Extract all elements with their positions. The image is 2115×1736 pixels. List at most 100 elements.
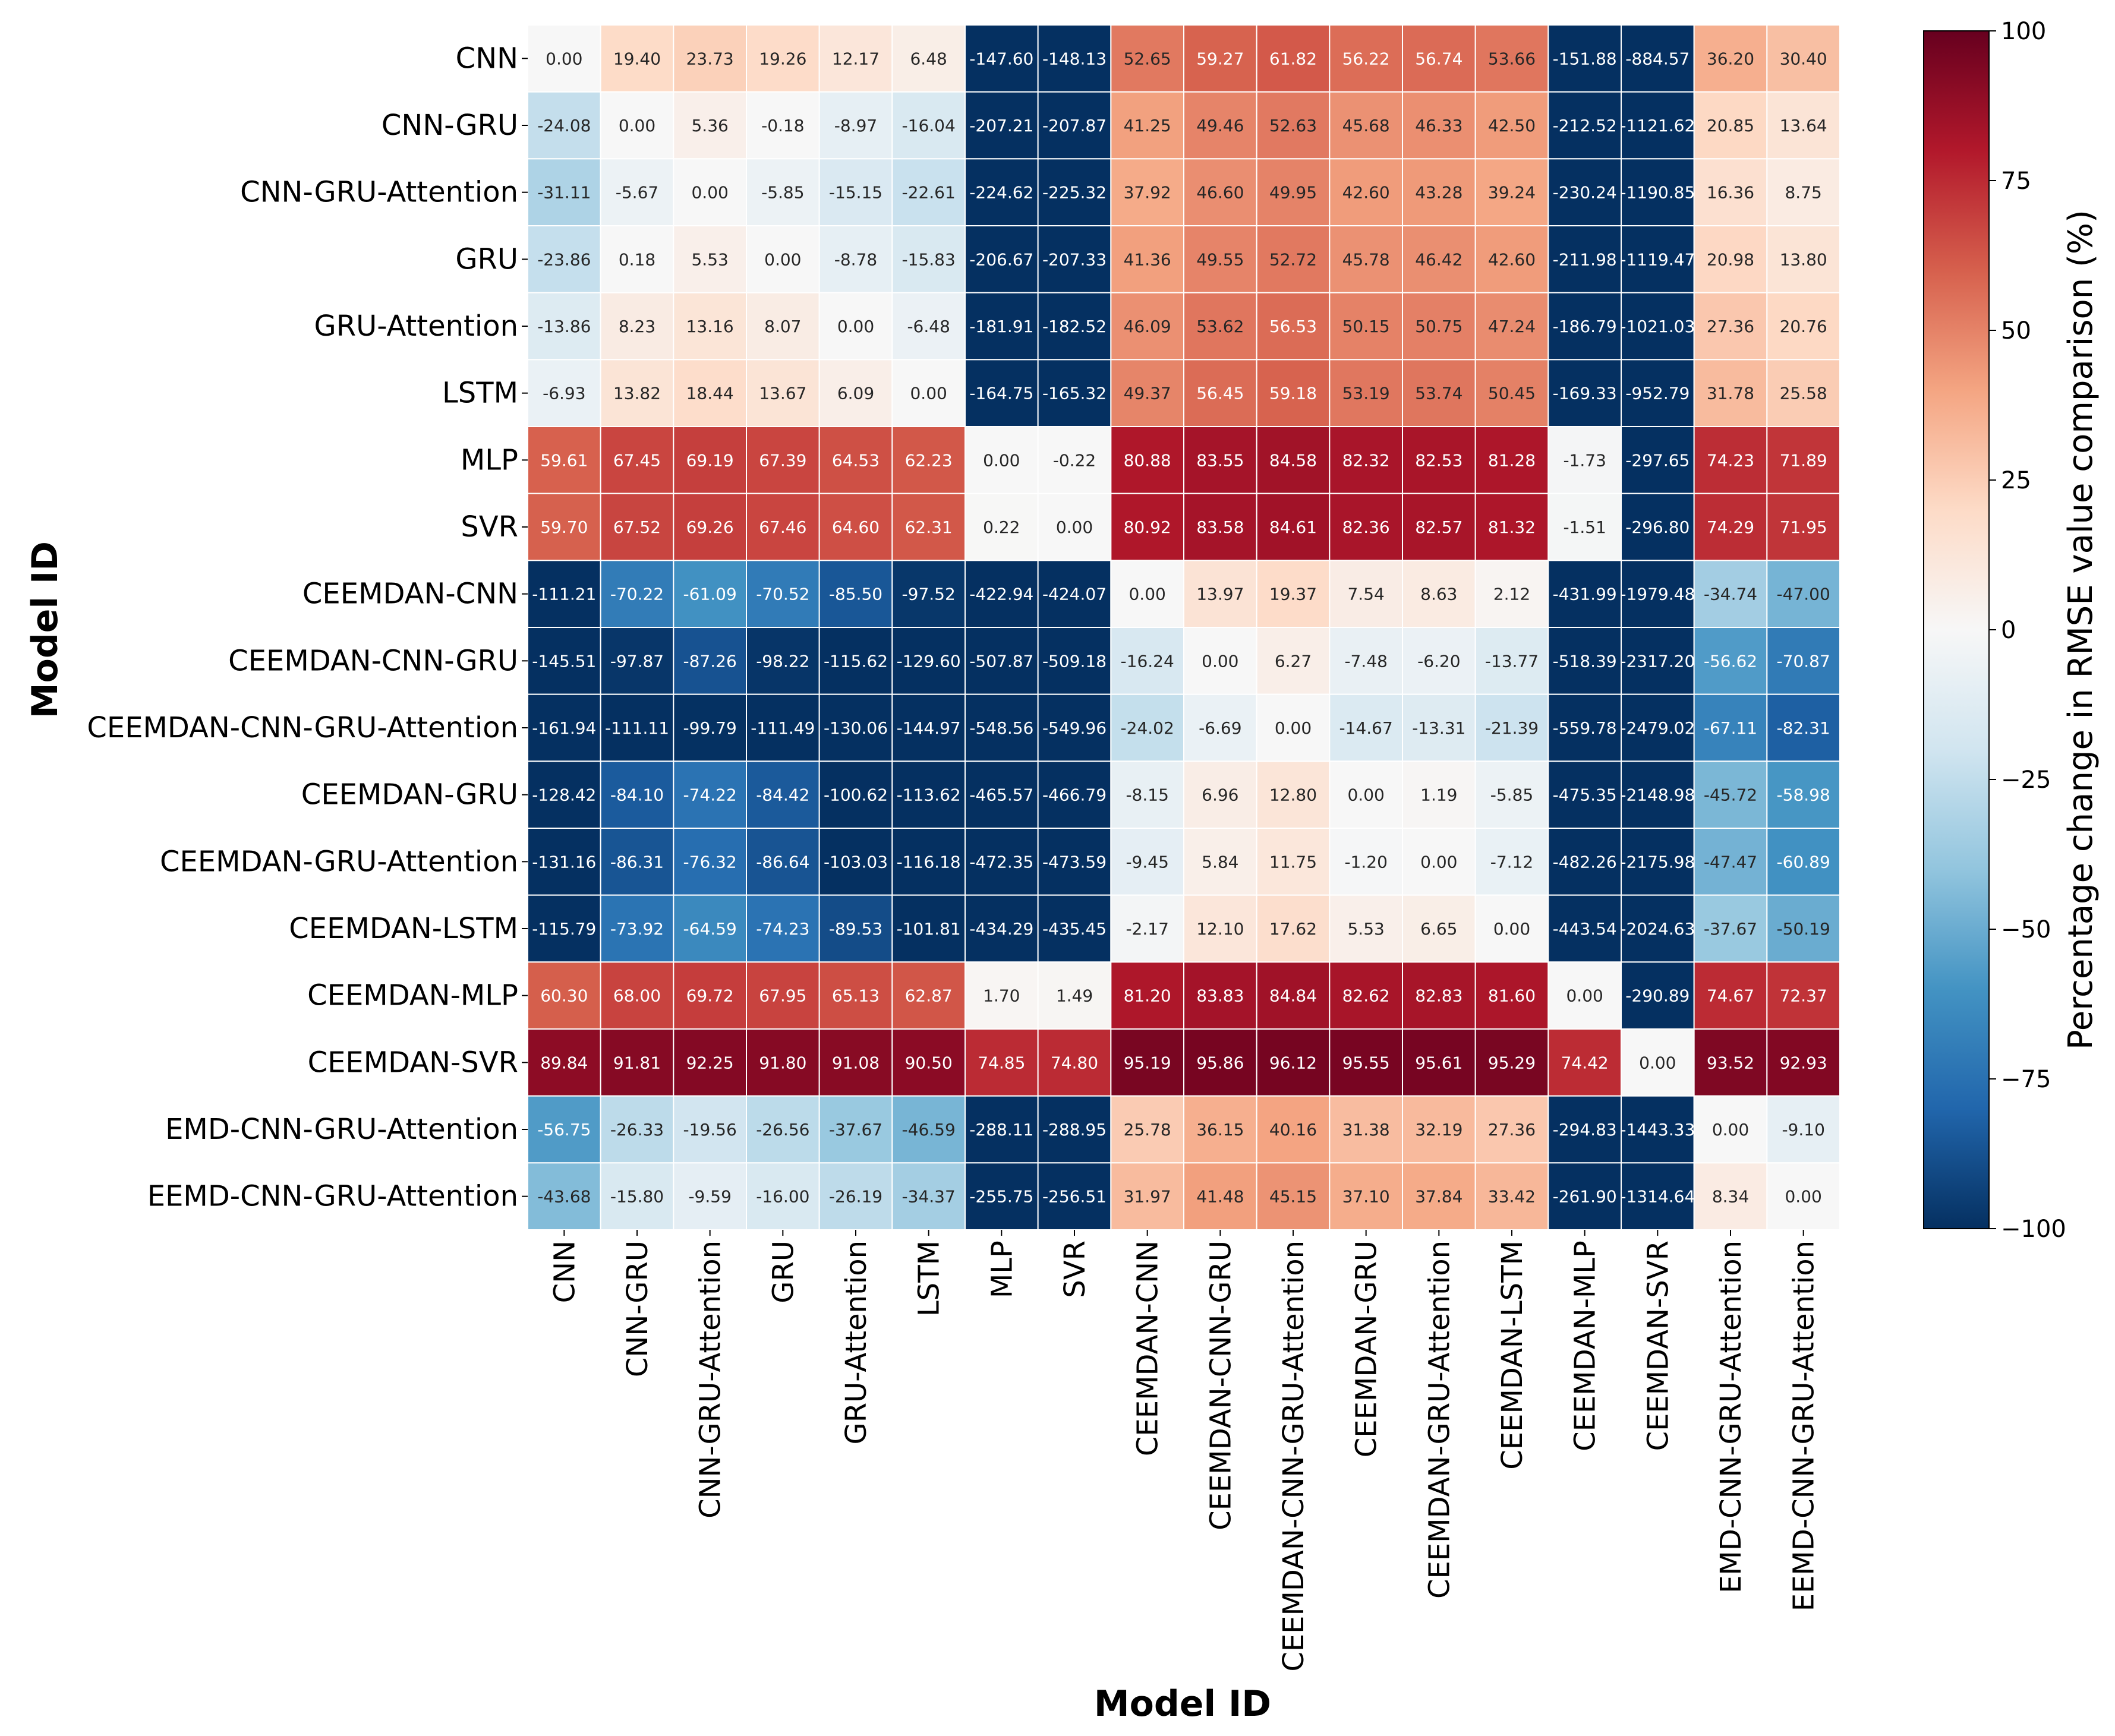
heatmap-cell	[1693, 359, 1768, 427]
heatmap-cell	[527, 158, 601, 227]
heatmap-cell	[1402, 693, 1476, 762]
cell-value-label: -518.39	[1553, 651, 1617, 671]
cell-value-label: -1.73	[1563, 450, 1606, 470]
cell-value-label: -13.86	[537, 317, 591, 336]
cell-value-label: 42.50	[1488, 116, 1536, 135]
cell-value-label: 62.87	[905, 986, 953, 1006]
row-tick-label: LSTM	[442, 377, 518, 410]
heatmap-cell	[1766, 828, 1840, 896]
heatmap-cell	[1693, 1095, 1768, 1164]
heatmap-cell	[746, 828, 820, 896]
heatmap-cell	[1621, 225, 1695, 293]
cell-value-label: -16.04	[902, 116, 956, 135]
cell-value-label: -87.26	[683, 651, 737, 671]
cell-value-label: -182.52	[1042, 317, 1107, 336]
heatmap-cell	[1329, 493, 1403, 561]
heatmap-cell	[1693, 1162, 1768, 1231]
cell-value-label: -151.88	[1553, 49, 1617, 68]
cell-value-label: -16.24	[1121, 651, 1174, 671]
heatmap-cell	[1402, 158, 1476, 227]
cell-value-label: 53.62	[1196, 317, 1244, 336]
cell-value-label: 56.45	[1196, 384, 1244, 403]
heatmap-cell	[1402, 225, 1476, 293]
heatmap-cell	[1183, 1095, 1257, 1164]
heatmap-cell	[1621, 493, 1695, 561]
cell-value-label: 74.80	[1051, 1053, 1098, 1072]
heatmap-cell	[1766, 560, 1840, 628]
cell-value-label: 27.36	[1488, 1120, 1536, 1140]
column-tick-label: CEEMDAN-CNN	[1131, 1241, 1165, 1456]
cell-value-label: -144.97	[897, 718, 961, 738]
heatmap-cell	[673, 560, 748, 628]
heatmap-cell	[1474, 1095, 1549, 1164]
heatmap-cell	[1402, 828, 1476, 896]
heatmap-cell	[600, 1162, 674, 1231]
cell-value-label: -466.79	[1042, 785, 1107, 805]
cell-value-label: -169.33	[1553, 384, 1617, 403]
cell-value-label: 0.00	[1420, 852, 1457, 872]
heatmap-cell	[1474, 828, 1549, 896]
cell-value-label: -1979.48	[1620, 585, 1695, 604]
heatmap-cell	[1474, 24, 1549, 93]
row-tick-label: MLP	[461, 443, 518, 476]
heatmap-cell	[1256, 627, 1331, 695]
heatmap-cell	[1037, 359, 1112, 427]
heatmap-cell	[1110, 292, 1185, 361]
colorbar-tick-label: −75	[2001, 1066, 2051, 1093]
row-tick-label: CEEMDAN-SVR	[308, 1046, 518, 1079]
cell-value-label: 80.88	[1124, 450, 1171, 470]
cell-value-label: 46.60	[1196, 183, 1244, 203]
cell-value-label: 41.25	[1124, 116, 1171, 135]
column-tick-label: CEEMDAN-SVR	[1641, 1241, 1675, 1451]
column-tick-label: CEEMDAN-MLP	[1569, 1241, 1602, 1451]
cell-value-label: 8.23	[619, 317, 655, 336]
row-tick-label: CEEMDAN-GRU-Attention	[160, 845, 518, 878]
cell-value-label: -37.67	[829, 1120, 882, 1140]
row-tick-label: CEEMDAN-GRU	[301, 778, 518, 812]
heatmap-cell	[673, 1095, 748, 1164]
cell-value-label: 60.30	[540, 986, 588, 1006]
cell-value-label: 74.42	[1561, 1053, 1609, 1072]
cell-value-label: -207.33	[1042, 250, 1107, 269]
cell-value-label: 13.97	[1196, 585, 1244, 604]
cell-value-label: 61.82	[1269, 49, 1317, 68]
cell-value-label: -128.42	[532, 785, 596, 805]
colorbar-tick-label: −25	[2001, 766, 2051, 794]
cell-value-label: -26.56	[756, 1120, 809, 1140]
cell-value-label: 46.09	[1124, 317, 1171, 336]
cell-value-label: -47.00	[1777, 585, 1830, 604]
heatmap-cell	[964, 560, 1039, 628]
cell-value-label: -2479.02	[1620, 718, 1695, 738]
cell-value-label: -131.16	[532, 852, 596, 872]
heatmap-cell	[1474, 693, 1549, 762]
cell-value-label: -13.31	[1412, 718, 1465, 738]
cell-value-label: 49.46	[1196, 116, 1244, 135]
column-tick-label: GRU	[767, 1241, 800, 1303]
heatmap-cell	[1329, 225, 1403, 293]
cell-value-label: -76.32	[683, 852, 737, 872]
cell-value-label: -1119.47	[1620, 250, 1695, 269]
colorbar-tick-label: −100	[2001, 1216, 2066, 1243]
heatmap-cell	[600, 225, 674, 293]
cell-value-label: 12.80	[1269, 785, 1317, 805]
cell-value-label: 12.10	[1196, 919, 1244, 939]
heatmap-cell	[600, 91, 674, 160]
cell-value-label: -8.97	[834, 116, 877, 135]
cell-value-label: 20.76	[1780, 317, 1827, 336]
heatmap-cell	[1547, 359, 1622, 427]
heatmap-cell	[746, 627, 820, 695]
cell-value-label: 92.93	[1780, 1053, 1827, 1072]
cell-value-label: 0.00	[1347, 785, 1384, 805]
heatmap-cell	[746, 426, 820, 494]
cell-value-label: -148.13	[1042, 49, 1107, 68]
cell-value-label: 8.63	[1420, 585, 1457, 604]
cell-value-label: 31.97	[1124, 1187, 1171, 1207]
cell-value-label: 52.63	[1269, 116, 1317, 135]
cell-value-label: -113.62	[897, 785, 961, 805]
cell-value-label: 11.75	[1269, 852, 1317, 872]
cell-value-label: -261.90	[1553, 1187, 1617, 1207]
cell-value-label: 67.95	[759, 986, 806, 1006]
cell-value-label: 36.20	[1707, 49, 1754, 68]
heatmap-cell	[1474, 426, 1549, 494]
cell-value-label: 59.27	[1196, 49, 1244, 68]
